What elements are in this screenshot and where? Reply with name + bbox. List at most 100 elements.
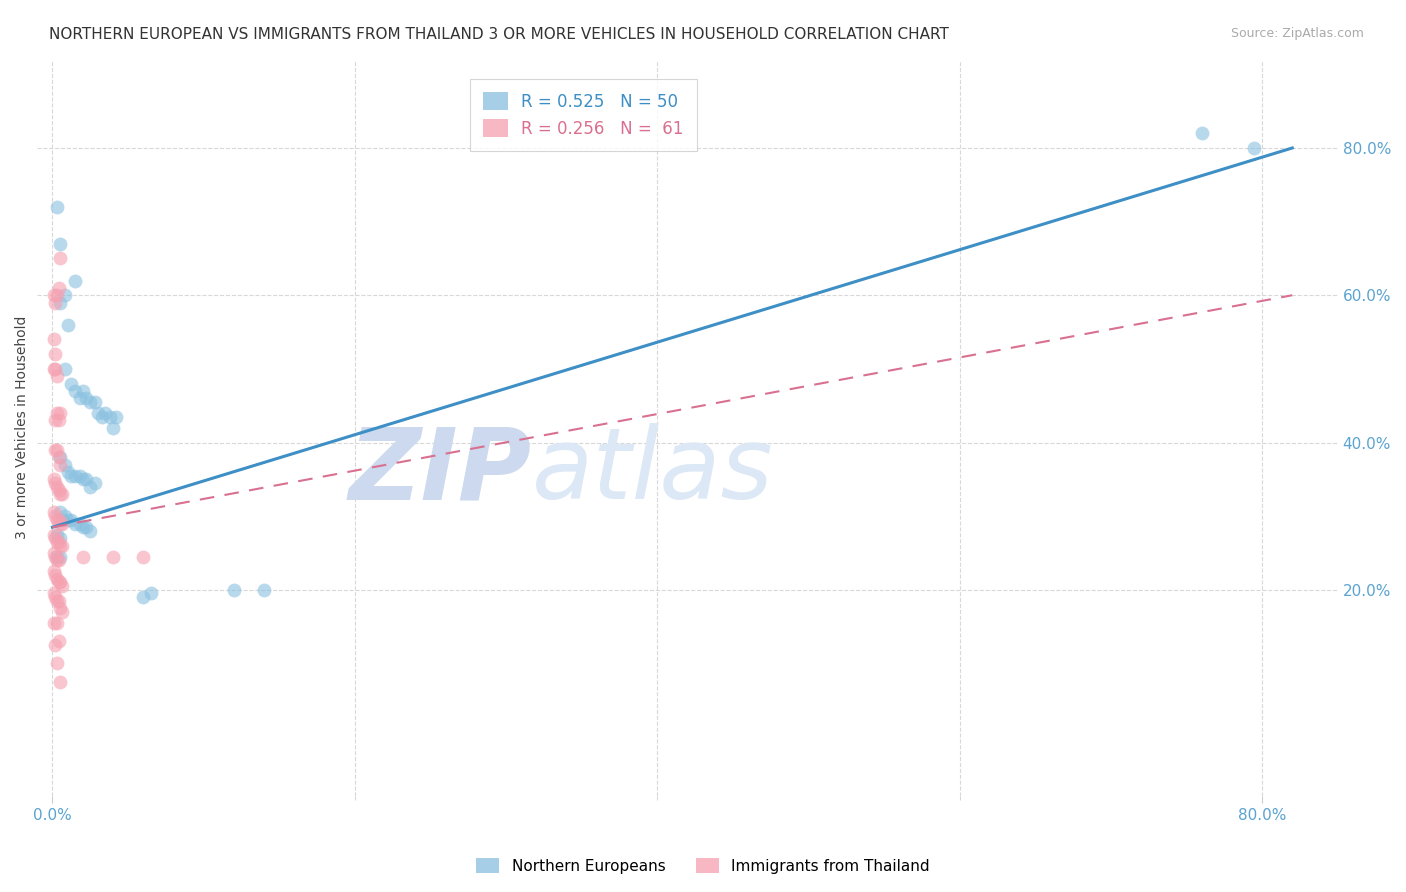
Point bbox=[98, 409, 121, 424]
Point bbox=[44, 638, 66, 652]
Point bbox=[44, 476, 66, 491]
Point bbox=[48, 413, 70, 427]
Point bbox=[42, 527, 65, 541]
Text: atlas: atlas bbox=[531, 424, 773, 520]
Point bbox=[46, 594, 69, 608]
Legend: R = 0.525   N = 50, R = 0.256   N =  61: R = 0.525 N = 50, R = 0.256 N = 61 bbox=[470, 79, 697, 152]
Point bbox=[75, 392, 97, 406]
Point bbox=[63, 273, 86, 287]
Point bbox=[44, 509, 66, 524]
Point bbox=[63, 384, 86, 398]
Point bbox=[46, 527, 69, 541]
Point bbox=[48, 594, 70, 608]
Point bbox=[48, 575, 70, 590]
Point bbox=[46, 369, 69, 384]
Point bbox=[49, 295, 72, 310]
Point bbox=[49, 549, 72, 564]
Point bbox=[42, 362, 65, 376]
Point bbox=[79, 524, 101, 538]
Point bbox=[53, 509, 76, 524]
Point bbox=[79, 480, 101, 494]
Point bbox=[49, 539, 72, 553]
Point bbox=[46, 535, 69, 549]
Point bbox=[51, 516, 73, 531]
Point bbox=[49, 450, 72, 465]
Point bbox=[46, 572, 69, 586]
Point bbox=[63, 516, 86, 531]
Point bbox=[49, 506, 72, 520]
Point bbox=[46, 657, 69, 671]
Point bbox=[49, 406, 72, 420]
Point bbox=[59, 513, 82, 527]
Point bbox=[72, 520, 94, 534]
Point bbox=[101, 549, 124, 564]
Point bbox=[72, 472, 94, 486]
Point bbox=[46, 442, 69, 457]
Point bbox=[53, 362, 76, 376]
Point bbox=[132, 590, 155, 604]
Point bbox=[44, 442, 66, 457]
Point bbox=[48, 553, 70, 567]
Point bbox=[59, 468, 82, 483]
Point bbox=[42, 586, 65, 600]
Point bbox=[222, 582, 245, 597]
Point bbox=[94, 406, 117, 420]
Point bbox=[46, 615, 69, 630]
Point bbox=[44, 295, 66, 310]
Y-axis label: 3 or more Vehicles in Household: 3 or more Vehicles in Household bbox=[15, 316, 30, 540]
Text: Source: ZipAtlas.com: Source: ZipAtlas.com bbox=[1230, 27, 1364, 40]
Point bbox=[49, 458, 72, 472]
Point bbox=[52, 513, 75, 527]
Point bbox=[44, 362, 66, 376]
Point bbox=[51, 539, 73, 553]
Point bbox=[46, 406, 69, 420]
Point bbox=[104, 409, 127, 424]
Point bbox=[53, 288, 76, 302]
Point bbox=[53, 458, 76, 472]
Point bbox=[49, 236, 72, 251]
Point bbox=[51, 605, 73, 619]
Point bbox=[44, 590, 66, 604]
Point bbox=[132, 549, 155, 564]
Point bbox=[253, 582, 276, 597]
Point bbox=[72, 384, 94, 398]
Point bbox=[1243, 141, 1265, 155]
Point bbox=[69, 392, 91, 406]
Point bbox=[56, 513, 79, 527]
Point bbox=[42, 615, 65, 630]
Point bbox=[48, 450, 70, 465]
Point bbox=[48, 535, 70, 549]
Point bbox=[46, 480, 69, 494]
Point bbox=[42, 506, 65, 520]
Point bbox=[46, 553, 69, 567]
Point bbox=[48, 634, 70, 648]
Point bbox=[49, 601, 72, 615]
Point bbox=[79, 395, 101, 409]
Point bbox=[42, 333, 65, 347]
Text: ZIP: ZIP bbox=[349, 424, 531, 520]
Point bbox=[63, 468, 86, 483]
Point bbox=[59, 376, 82, 391]
Point bbox=[139, 586, 162, 600]
Point bbox=[87, 406, 110, 420]
Point bbox=[49, 516, 72, 531]
Point bbox=[42, 472, 65, 486]
Point bbox=[1191, 126, 1213, 140]
Point bbox=[49, 674, 72, 689]
Text: NORTHERN EUROPEAN VS IMMIGRANTS FROM THAILAND 3 OR MORE VEHICLES IN HOUSEHOLD CO: NORTHERN EUROPEAN VS IMMIGRANTS FROM THA… bbox=[49, 27, 949, 42]
Point bbox=[48, 281, 70, 295]
Point bbox=[46, 513, 69, 527]
Point bbox=[42, 565, 65, 579]
Point bbox=[46, 288, 69, 302]
Point bbox=[56, 318, 79, 332]
Point bbox=[75, 472, 97, 486]
Point bbox=[101, 421, 124, 435]
Point bbox=[42, 288, 65, 302]
Point bbox=[49, 487, 72, 501]
Point bbox=[46, 200, 69, 214]
Point bbox=[48, 513, 70, 527]
Point bbox=[83, 395, 105, 409]
Point bbox=[48, 483, 70, 498]
Point bbox=[69, 516, 91, 531]
Point bbox=[51, 579, 73, 593]
